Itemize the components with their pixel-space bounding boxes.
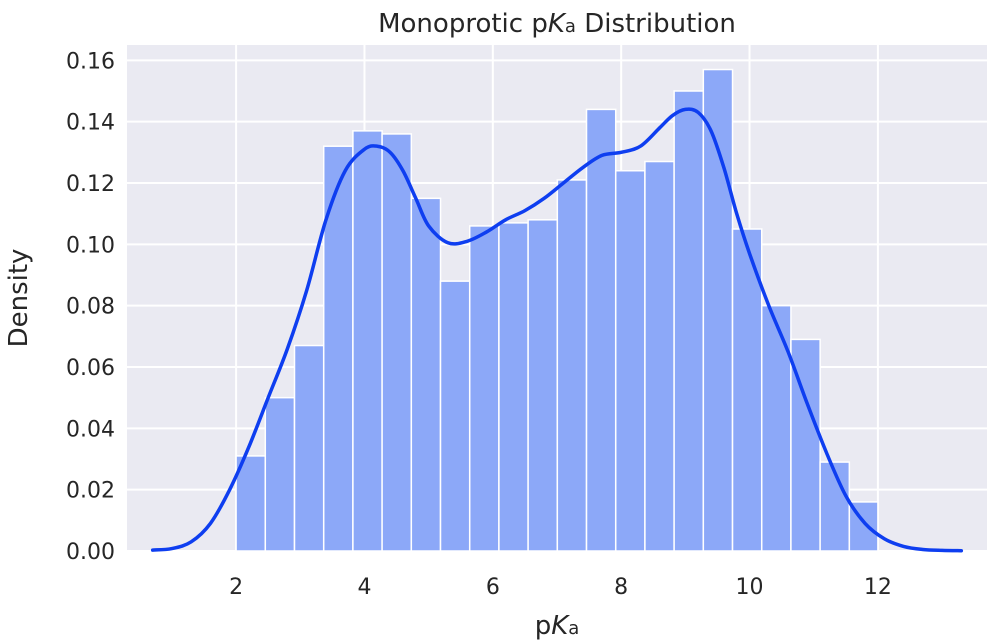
y-tick-label: 0.10 (66, 233, 115, 258)
histogram-bar (556, 179, 588, 552)
histogram-bars (235, 68, 879, 552)
histogram-bar (293, 344, 325, 552)
y-tick-label: 0.02 (66, 479, 115, 504)
y-tick-label: 0.06 (66, 356, 115, 381)
x-tick-label: 4 (357, 575, 371, 600)
histogram-bar (381, 133, 413, 552)
y-tick-label: 0.08 (66, 295, 115, 320)
kde-line (150, 107, 964, 553)
y-tick-label: 0.14 (66, 111, 115, 136)
x-tick-labels: 2 4 6 8 10 12 (229, 575, 892, 600)
histogram-bar (644, 160, 675, 552)
x-tick-label: 12 (864, 575, 892, 600)
x-tick-label: 8 (614, 575, 628, 600)
histogram-bar (702, 68, 734, 552)
histogram-bar (468, 225, 500, 552)
histogram-bar (673, 90, 705, 552)
histogram-bar (731, 228, 763, 552)
histogram-bar (352, 130, 383, 552)
histogram-bar (527, 219, 559, 552)
x-axis-label: pKa (535, 611, 580, 641)
histogram-bar (585, 108, 617, 552)
histogram-bar (498, 222, 529, 552)
histogram-bar (264, 396, 296, 552)
y-tick-labels: 0.00 0.02 0.04 0.06 0.08 0.10 0.12 0.14 0.16 (66, 49, 115, 565)
x-tick-label: 2 (229, 575, 243, 600)
y-tick-label: 0.12 (66, 172, 115, 197)
histogram-bar (439, 280, 471, 552)
histogram-bar (322, 145, 354, 552)
x-tick-label: 10 (736, 575, 764, 600)
histogram-bar (819, 461, 851, 552)
y-tick-label: 0.00 (66, 540, 115, 565)
histogram-bar (410, 197, 442, 552)
histogram-bar (760, 304, 792, 552)
chart-title: Monoprotic pKa Distribution (378, 9, 736, 39)
histogram-bar (614, 169, 646, 552)
x-tick-label: 6 (486, 575, 500, 600)
y-axis-label: Density (4, 249, 34, 348)
y-tick-label: 0.04 (66, 417, 115, 442)
y-tick-label: 0.16 (66, 49, 115, 74)
